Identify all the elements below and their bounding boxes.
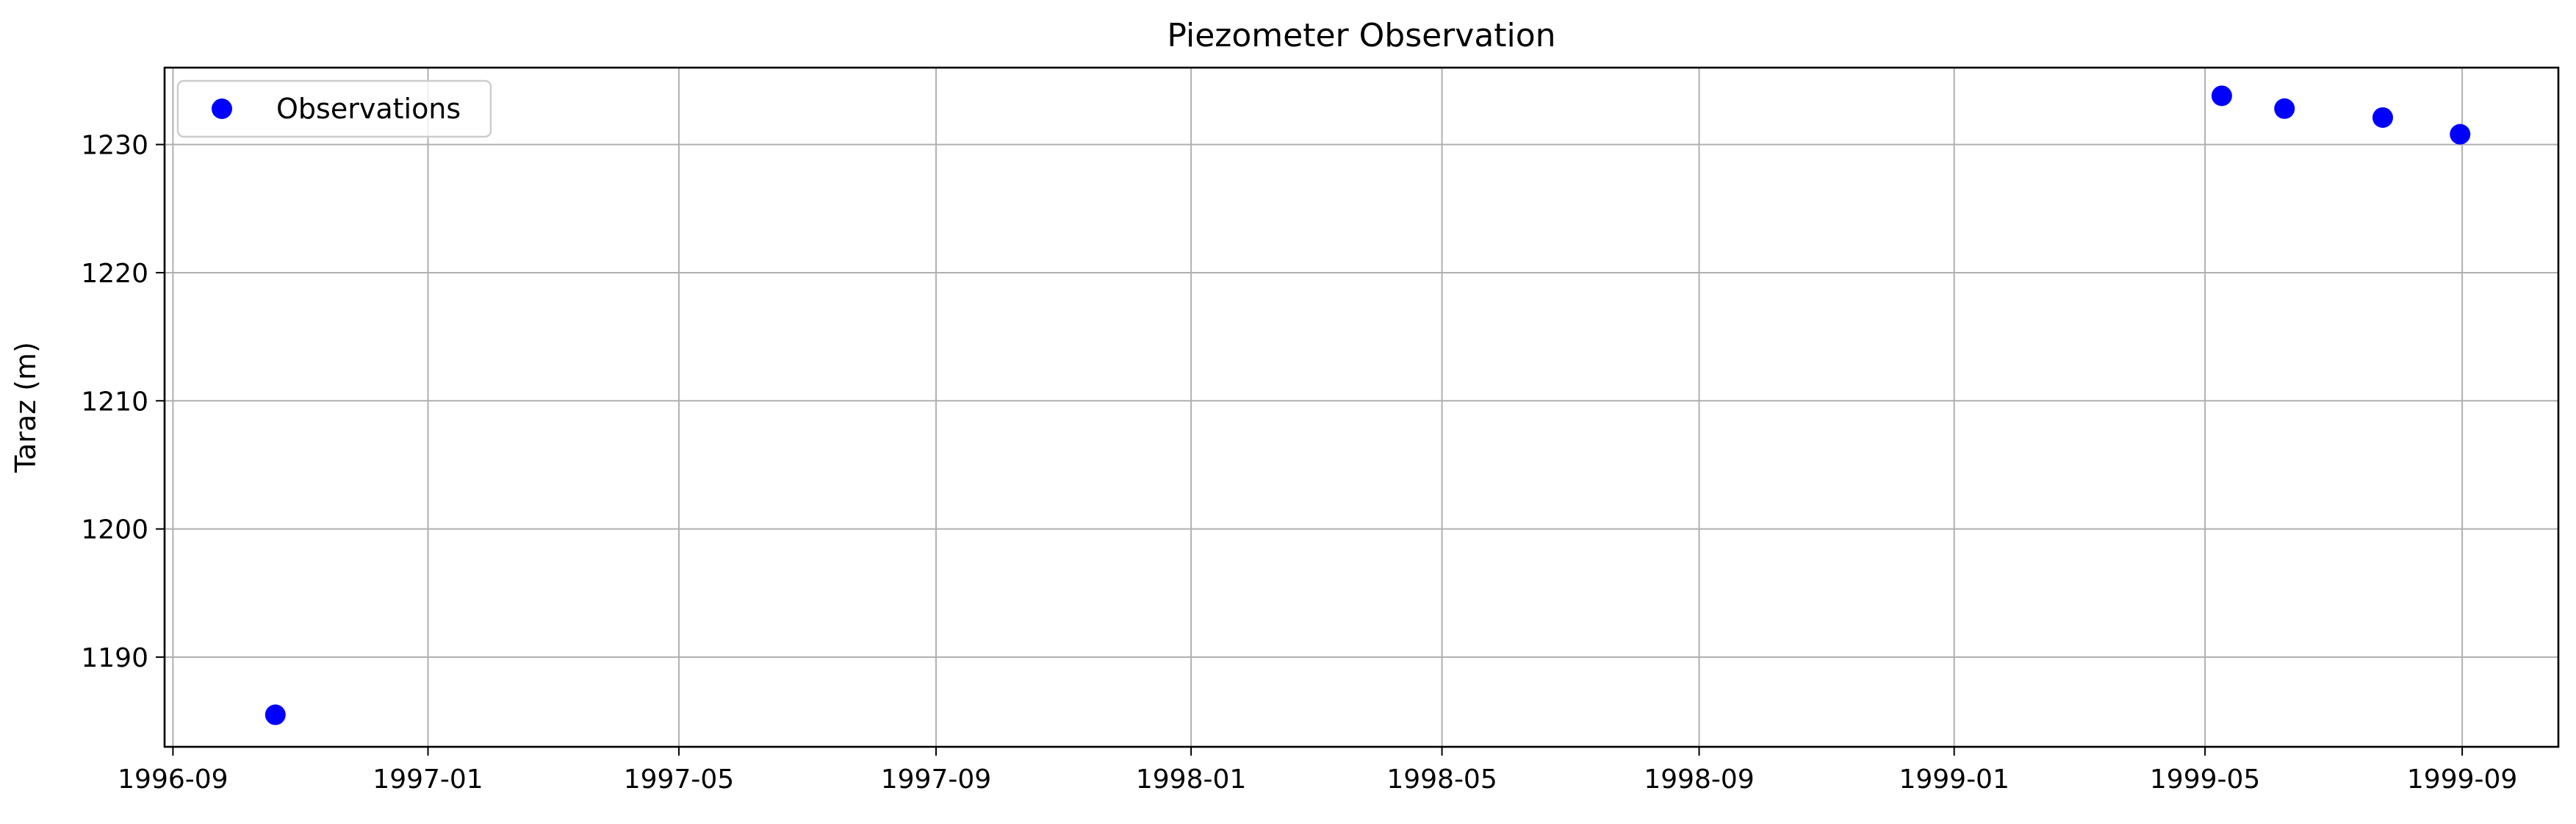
x-tick-label: 1997-05 [624, 764, 734, 795]
y-tick-label: 1200 [81, 515, 148, 545]
grid-lines [165, 68, 2558, 747]
x-tick-label: 1999-09 [2407, 764, 2517, 795]
y-tick-label: 1220 [81, 259, 148, 289]
x-tick-label: 1997-09 [881, 764, 991, 795]
data-point [2372, 107, 2393, 128]
data-point [265, 704, 286, 726]
y-tick-label: 1210 [81, 387, 148, 417]
x-axis-ticks: 1996-09 1997-01 1997-05 1997-09 1998-01 1998-… [118, 747, 2517, 795]
y-axis-ticks: 1190 1200 1210 1220 1230 [81, 131, 165, 673]
y-axis-label: Taraz (m) [10, 342, 42, 473]
x-tick-label: 1998-09 [1644, 764, 1754, 795]
data-point [2450, 123, 2471, 145]
data-point [2211, 85, 2232, 107]
y-tick-label: 1230 [81, 131, 148, 161]
x-tick-label: 1999-05 [2150, 764, 2260, 795]
legend-marker [212, 98, 232, 119]
scatter-points [265, 85, 2471, 726]
x-tick-label: 1999-01 [1899, 764, 2009, 795]
y-tick-label: 1190 [81, 643, 148, 673]
x-tick-label: 1998-01 [1136, 764, 1246, 795]
axes-frame [163, 66, 2560, 748]
data-point [2274, 98, 2295, 119]
x-tick-label: 1996-09 [118, 764, 228, 795]
x-tick-label: 1998-05 [1386, 764, 1497, 795]
legend-box [176, 79, 492, 138]
legend-label: Observations [276, 93, 461, 125]
x-tick-label: 1997-01 [373, 764, 483, 795]
chart-title: Piezometer Observation [1167, 17, 1555, 54]
legend: Observations [176, 79, 492, 138]
